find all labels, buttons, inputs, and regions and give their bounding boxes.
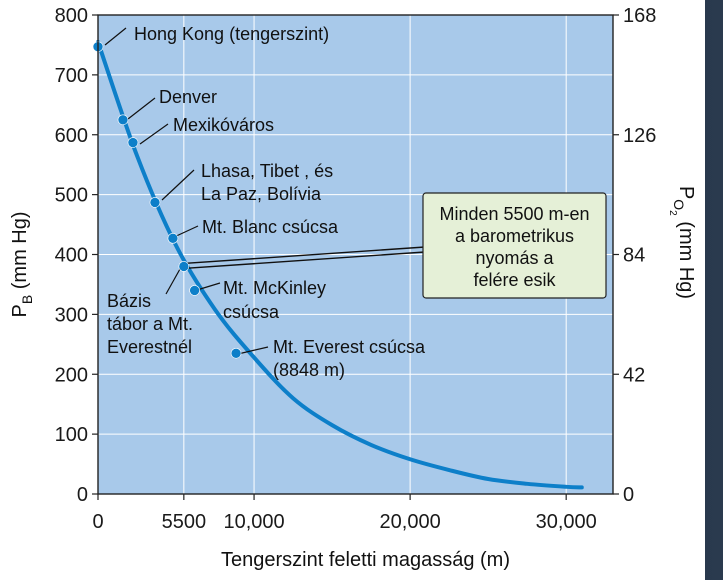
y-axis-left-subscript: B bbox=[19, 295, 35, 304]
x-axis-label: Tengerszint feletti magasság (m) bbox=[221, 549, 510, 571]
y-tick-label-2: 200 bbox=[55, 364, 88, 386]
label-mckinley: Mt. McKinley csúcsa bbox=[223, 278, 326, 322]
label-base-camp: Bázis tábor a Mt. Everestnél bbox=[107, 291, 193, 357]
label-mexico-city-leader bbox=[139, 123, 169, 145]
label-base-camp-line: tábor a Mt. bbox=[107, 314, 193, 334]
label-base-camp-line: Bázis bbox=[107, 291, 151, 311]
y2-tick-label-0: 0 bbox=[623, 484, 634, 506]
label-mexico-city-line: Mexikóváros bbox=[173, 115, 274, 135]
label-mckinley-line: csúcsa bbox=[223, 302, 280, 322]
y2-tick-label-4: 168 bbox=[623, 5, 656, 27]
point-base-camp bbox=[178, 261, 190, 272]
x-tick-label-3: 20,000 bbox=[380, 511, 441, 533]
label-everest-line: (8848 m) bbox=[273, 360, 345, 380]
label-lhasa-la-paz-leader bbox=[161, 169, 195, 201]
label-denver-leader bbox=[127, 97, 156, 120]
y2-tick-label-2: 84 bbox=[623, 245, 645, 267]
label-everest-leader bbox=[237, 346, 269, 355]
y-tick-label-1: 100 bbox=[55, 424, 88, 446]
altitude-pressure-chart: Minden 5500 m-en a barometrikus nyomás a fe… bbox=[9, 5, 697, 571]
callout-line: nyomás a bbox=[475, 248, 554, 268]
y-tick-label-3: 300 bbox=[55, 304, 88, 326]
point-mont-blanc bbox=[167, 233, 179, 244]
point-mexico-city bbox=[127, 137, 139, 148]
callout-box bbox=[422, 192, 607, 299]
label-mckinley-leader bbox=[196, 282, 221, 291]
y2-tick-label-1: 42 bbox=[623, 364, 645, 386]
callout-line: Minden 5500 m-en bbox=[439, 204, 589, 224]
label-hong-kong-line: Hong Kong (tengerszint) bbox=[134, 24, 329, 44]
callout-line: a barometrikus bbox=[455, 226, 574, 246]
y-axis-right-subscript: O bbox=[671, 199, 687, 210]
y-axis-left-unit: (mm Hg) bbox=[9, 211, 31, 294]
y-axis-label-left: PB (mm Hg) bbox=[9, 211, 35, 317]
point-denver bbox=[117, 114, 129, 126]
label-mont-blanc: Mt. Blanc csúcsa bbox=[202, 217, 339, 237]
y-axis-right-symbol: P bbox=[675, 186, 697, 199]
callout-pointer-lower bbox=[183, 251, 426, 270]
label-lhasa-la-paz-line: La Paz, Bolívia bbox=[201, 184, 322, 204]
y-tick-label-8: 800 bbox=[55, 5, 88, 27]
point-everest bbox=[230, 347, 242, 359]
label-hong-kong: Hong Kong (tengerszint) bbox=[134, 24, 329, 44]
label-hong-kong-leader bbox=[104, 27, 127, 46]
label-denver: Denver bbox=[159, 87, 217, 107]
y-axis-right-unit: (mm Hg) bbox=[675, 216, 697, 299]
y-tick-label-7: 700 bbox=[55, 65, 88, 87]
point-lhasa bbox=[149, 197, 161, 208]
y-axis-left-symbol: P bbox=[9, 304, 31, 317]
label-mont-blanc-line: Mt. Blanc csúcsa bbox=[202, 217, 339, 237]
y-tick-label-0: 0 bbox=[77, 484, 88, 506]
label-everest: Mt. Everest csúcsa (8848 m) bbox=[273, 337, 426, 380]
y-tick-label-6: 600 bbox=[55, 125, 88, 147]
y-axis-label-right: PO2 (mm Hg) bbox=[667, 186, 697, 299]
label-lhasa-la-paz-line: Lhasa, Tibet , és bbox=[201, 161, 333, 181]
callout-text: Minden 5500 m-en a barometrikus nyomás a fe… bbox=[439, 204, 589, 290]
label-base-camp-line: Everestnél bbox=[107, 337, 192, 357]
label-everest-line: Mt. Everest csúcsa bbox=[273, 337, 426, 357]
y-tick-label-4: 400 bbox=[55, 245, 88, 267]
label-mexico-city: Mexikóváros bbox=[173, 115, 274, 135]
label-base-camp-leader bbox=[165, 268, 181, 295]
label-mckinley-line: Mt. McKinley bbox=[223, 278, 326, 298]
label-denver-line: Denver bbox=[159, 87, 217, 107]
callout-line: felére esik bbox=[473, 270, 556, 290]
y-axis-right-subscript2: 2 bbox=[667, 210, 678, 216]
x-tick-label-2: 10,000 bbox=[223, 511, 284, 533]
plot-border bbox=[97, 14, 614, 495]
x-tick-label-4: 30,000 bbox=[536, 511, 597, 533]
label-lhasa-la-paz: Lhasa, Tibet , és La Paz, Bolívia bbox=[201, 161, 333, 204]
point-mckinley bbox=[189, 285, 200, 296]
y-tick-label-5: 500 bbox=[55, 185, 88, 207]
callout-pointer bbox=[183, 246, 426, 265]
y2-tick-label-3: 126 bbox=[623, 125, 656, 147]
x-tick-label-0: 0 bbox=[92, 511, 103, 533]
x-tick-label-1: 5500 bbox=[162, 511, 207, 533]
